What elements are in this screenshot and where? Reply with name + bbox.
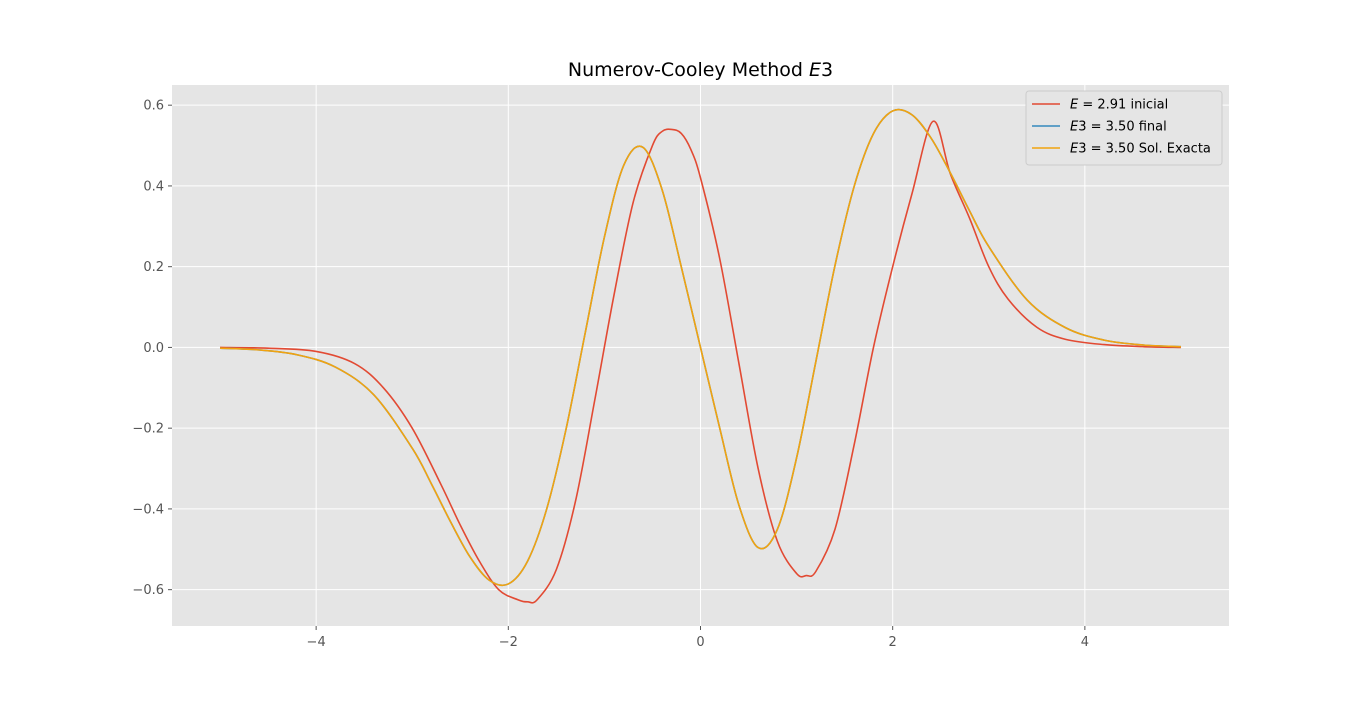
chart-title: Numerov-Cooley Method E3 (568, 59, 833, 81)
y-tick-label: −0.4 (132, 502, 164, 517)
y-axis: −0.6 −0.4 −0.2 0.0 0.2 0.4 0.6 (132, 99, 172, 598)
y-tick-label: 0.6 (143, 99, 164, 114)
x-axis: −4 −2 0 2 4 (307, 626, 1089, 650)
y-tick-label: 0.4 (143, 179, 164, 194)
legend-entry: E3 = 3.50 Sol. Exacta (1070, 142, 1211, 157)
y-tick-label: 0.2 (143, 260, 164, 275)
series-line-3 (220, 108, 1181, 587)
x-tick-label: −4 (307, 635, 326, 650)
x-tick-label: −2 (499, 635, 518, 650)
legend-box (1025, 90, 1223, 166)
y-tick-label: −0.2 (132, 422, 164, 437)
chart-title-prefix: Numerov-Cooley Method (568, 59, 809, 81)
y-tick-label: −0.6 (132, 583, 164, 598)
legend: E = 2.91 inicial E3 = 3.50 final E3 = 3.50… (1025, 90, 1223, 166)
y-tick-label: 0.0 (143, 341, 164, 356)
legend-entry: E3 = 3.50 final (1070, 120, 1167, 135)
legend-entry: E = 2.91 inicial (1070, 98, 1168, 113)
x-tick-label: 0 (696, 635, 704, 650)
series-layer (220, 108, 1181, 604)
x-tick-label: 2 (889, 635, 897, 650)
chart-title-italic: E (809, 59, 821, 81)
chart-title-suffix: 3 (821, 59, 833, 81)
x-tick-label: 4 (1081, 635, 1089, 650)
